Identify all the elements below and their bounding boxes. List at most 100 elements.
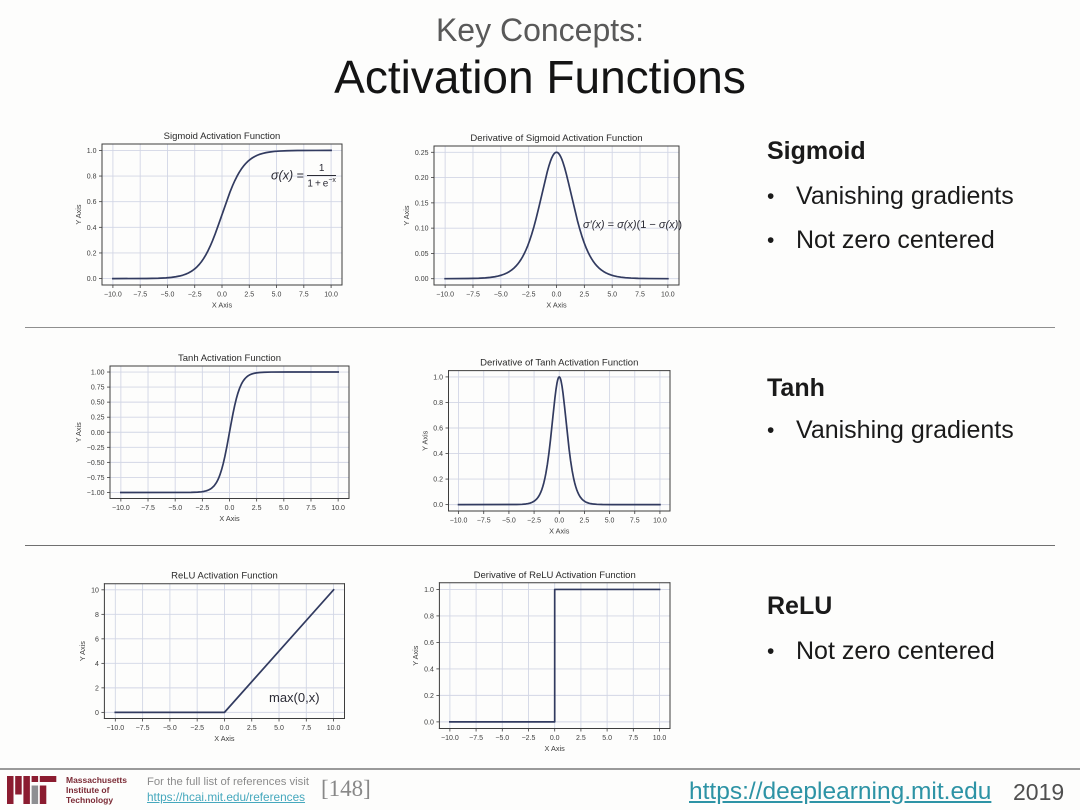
svg-text:−2.5: −2.5 [522,735,536,742]
svg-text:7.5: 7.5 [306,505,316,512]
svg-text:Derivative of Tanh Activation: Derivative of Tanh Activation Function [480,358,638,369]
svg-text:1.0: 1.0 [424,587,434,594]
svg-text:2.5: 2.5 [576,735,586,742]
svg-text:−1.00: −1.00 [87,490,105,497]
svg-text:0.2: 0.2 [433,477,443,484]
svg-text:2.5: 2.5 [244,292,254,299]
svg-text:8: 8 [95,612,99,619]
svg-text:10.0: 10.0 [653,518,667,525]
svg-text:0.8: 0.8 [87,174,97,181]
svg-text:X Axis: X Axis [545,744,566,753]
svg-text:Sigmoid Activation Function: Sigmoid Activation Function [164,131,281,142]
svg-text:0.4: 0.4 [433,451,443,458]
svg-text:−5.0: −5.0 [168,505,182,512]
svg-text:2.5: 2.5 [252,505,262,512]
svg-text:7.5: 7.5 [635,292,645,299]
svg-text:7.5: 7.5 [630,518,640,525]
svg-text:6: 6 [95,636,99,643]
svg-text:−5.0: −5.0 [495,735,509,742]
svg-text:0.6: 0.6 [433,426,443,433]
svg-text:5.0: 5.0 [602,735,612,742]
svg-text:10.0: 10.0 [661,292,675,299]
svg-text:−7.5: −7.5 [469,735,483,742]
svg-text:7.5: 7.5 [628,735,638,742]
svg-text:5.0: 5.0 [274,725,284,732]
svg-text:10.0: 10.0 [324,292,338,299]
svg-text:0.6: 0.6 [87,199,97,206]
svg-text:0.2: 0.2 [424,693,434,700]
svg-text:ReLU Activation Function: ReLU Activation Function [171,571,278,582]
svg-text:−10.0: −10.0 [436,292,454,299]
svg-text:2.5: 2.5 [580,518,590,525]
svg-text:5.0: 5.0 [605,518,615,525]
svg-text:0.75: 0.75 [91,385,105,392]
svg-text:Y Axis: Y Axis [78,641,87,661]
svg-text:−10.0: −10.0 [450,518,468,525]
svg-text:0.50: 0.50 [91,400,105,407]
svg-text:0.15: 0.15 [415,200,429,207]
svg-text:10.0: 10.0 [327,725,341,732]
svg-text:−7.5: −7.5 [477,518,491,525]
svg-text:Y Axis: Y Axis [402,205,411,225]
svg-text:0.2: 0.2 [87,250,97,257]
svg-text:−5.0: −5.0 [161,292,175,299]
svg-text:0.4: 0.4 [424,666,434,673]
svg-text:−7.5: −7.5 [141,505,155,512]
svg-text:−2.5: −2.5 [190,725,204,732]
svg-text:−10.0: −10.0 [112,505,130,512]
svg-text:0.0: 0.0 [87,276,97,283]
svg-text:0.0: 0.0 [550,735,560,742]
svg-text:0: 0 [95,710,99,717]
svg-text:X Axis: X Axis [212,300,233,309]
svg-text:−0.75: −0.75 [87,475,105,482]
svg-text:Derivative of ReLU Activation: Derivative of ReLU Activation Function [474,570,636,581]
svg-text:0.0: 0.0 [424,719,434,726]
svg-text:0.0: 0.0 [225,505,235,512]
svg-text:0.0: 0.0 [433,502,443,509]
svg-text:10.0: 10.0 [331,505,345,512]
svg-text:X Axis: X Axis [549,526,570,535]
svg-text:−0.50: −0.50 [87,460,105,467]
svg-text:0.00: 0.00 [91,430,105,437]
svg-text:0.0: 0.0 [217,292,227,299]
svg-text:X Axis: X Axis [546,300,567,309]
svg-text:Y Axis: Y Axis [420,430,429,450]
svg-text:0.05: 0.05 [415,251,429,258]
svg-text:4: 4 [95,661,99,668]
svg-text:−7.5: −7.5 [136,725,150,732]
svg-text:−10.0: −10.0 [104,292,122,299]
svg-text:Y Axis: Y Axis [74,422,83,442]
svg-text:Tanh Activation Function: Tanh Activation Function [178,353,281,364]
svg-text:0.8: 0.8 [433,400,443,407]
svg-text:Y Axis: Y Axis [74,204,83,224]
svg-text:2.5: 2.5 [247,725,257,732]
svg-text:5.0: 5.0 [279,505,289,512]
svg-text:−7.5: −7.5 [466,292,480,299]
svg-text:−0.25: −0.25 [87,445,105,452]
svg-text:−10.0: −10.0 [441,735,459,742]
svg-text:−5.0: −5.0 [494,292,508,299]
svg-text:0.6: 0.6 [424,640,434,647]
svg-text:10.0: 10.0 [653,735,667,742]
svg-text:5.0: 5.0 [272,292,282,299]
svg-text:−10.0: −10.0 [106,725,124,732]
svg-text:X Axis: X Axis [219,514,240,523]
svg-text:Y Axis: Y Axis [411,645,420,665]
svg-text:7.5: 7.5 [301,725,311,732]
svg-text:0.0: 0.0 [220,725,230,732]
svg-text:X Axis: X Axis [214,734,235,743]
svg-text:0.8: 0.8 [424,613,434,620]
svg-text:10: 10 [91,587,99,594]
svg-text:2: 2 [95,685,99,692]
svg-text:Derivative of Sigmoid Activati: Derivative of Sigmoid Activation Functio… [470,133,642,144]
svg-text:−2.5: −2.5 [195,505,209,512]
svg-text:0.25: 0.25 [91,415,105,422]
svg-text:−5.0: −5.0 [502,518,516,525]
svg-text:1.0: 1.0 [87,148,97,155]
svg-text:−7.5: −7.5 [133,292,147,299]
svg-text:5.0: 5.0 [607,292,617,299]
svg-text:7.5: 7.5 [299,292,309,299]
svg-text:0.10: 0.10 [415,226,429,233]
svg-text:−2.5: −2.5 [522,292,536,299]
svg-text:0.25: 0.25 [415,150,429,157]
